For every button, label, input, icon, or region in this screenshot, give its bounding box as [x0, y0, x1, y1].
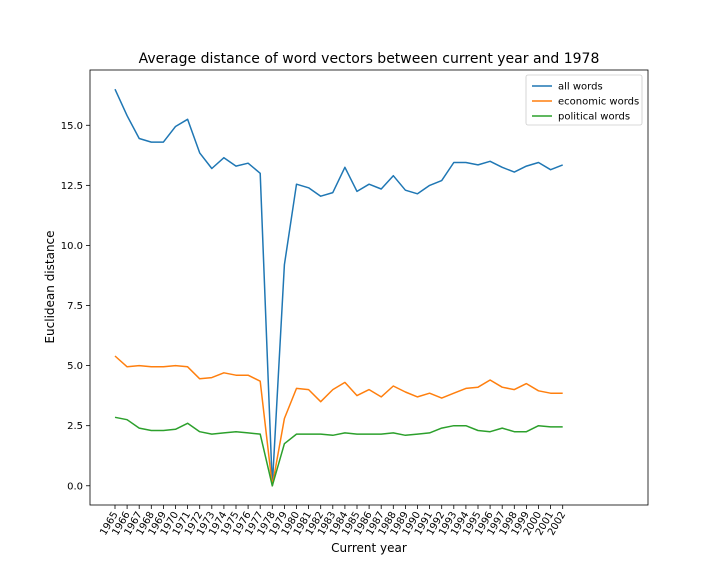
y-tick-label: 5.0 — [67, 361, 83, 372]
series-line-1 — [114, 88, 563, 487]
chart-title: Average distance of word vectors between… — [139, 51, 600, 67]
legend-label: all words — [558, 82, 603, 93]
legend-label: political words — [558, 112, 630, 123]
y-tick-label: 12.5 — [61, 181, 83, 192]
x-axis-title: Current year — [331, 541, 407, 555]
legend: all words economic words political words — [525, 74, 643, 126]
axes: 0.02.55.07.510.012.515.01965196619671968… — [61, 121, 569, 538]
legend-label: economic words — [558, 97, 639, 108]
y-tick-label: 7.5 — [67, 301, 83, 312]
legend-box — [525, 74, 643, 126]
y-axis-title: Euclidean distance — [43, 230, 57, 343]
series-line-3 — [114, 416, 563, 487]
series-lines — [114, 88, 563, 487]
y-tick-label: 2.5 — [67, 421, 83, 432]
y-tick-label: 0.0 — [67, 481, 83, 492]
series-line-2 — [114, 355, 563, 487]
y-tick-label: 10.0 — [61, 241, 83, 252]
y-tick-label: 15.0 — [61, 121, 83, 132]
